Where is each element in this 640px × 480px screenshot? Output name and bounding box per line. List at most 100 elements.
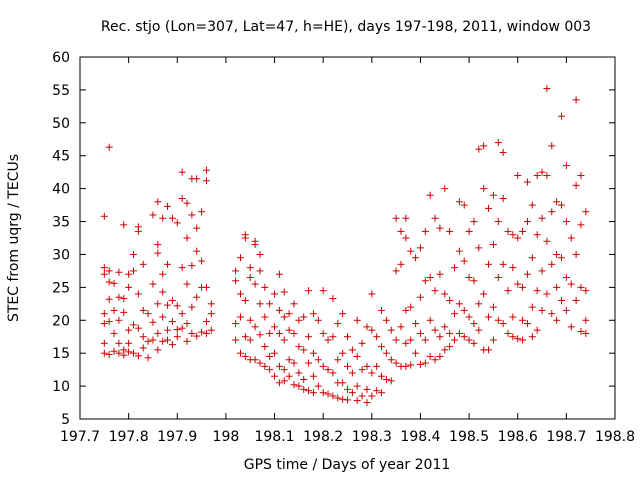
data-point — [543, 290, 551, 298]
data-point — [416, 293, 424, 301]
data-point — [164, 301, 172, 309]
data-point — [397, 227, 405, 235]
data-point — [280, 377, 288, 385]
data-point — [100, 310, 108, 318]
data-point — [436, 352, 444, 360]
data-point — [130, 250, 137, 258]
data-point — [358, 392, 366, 400]
data-point — [562, 306, 570, 314]
data-point — [528, 333, 536, 341]
data-point — [485, 313, 493, 321]
data-points — [100, 85, 590, 407]
data-point — [402, 339, 410, 347]
data-point — [139, 333, 147, 341]
data-point — [533, 287, 541, 295]
data-point — [246, 264, 254, 272]
y-axis-label: STEC from uqrg / TECUs — [6, 154, 22, 322]
data-point — [402, 362, 410, 370]
x-tick-label: 197.8 — [109, 429, 149, 445]
data-point — [446, 297, 454, 305]
data-point — [285, 356, 293, 364]
data-point — [261, 283, 269, 291]
data-point — [329, 392, 337, 400]
data-point — [558, 297, 565, 305]
data-point — [149, 211, 157, 219]
data-point — [436, 333, 444, 341]
data-point — [528, 201, 536, 209]
data-point — [533, 171, 541, 179]
data-point — [480, 142, 488, 150]
data-point — [426, 273, 434, 281]
data-point — [363, 362, 371, 370]
data-point — [168, 214, 176, 222]
data-point — [173, 302, 181, 310]
data-point — [120, 351, 128, 359]
data-point — [329, 295, 337, 303]
data-point — [125, 339, 133, 347]
data-point — [421, 336, 429, 344]
data-point — [577, 327, 585, 335]
data-point — [290, 300, 298, 308]
data-point — [280, 313, 288, 321]
data-point — [164, 326, 172, 334]
data-point — [154, 241, 162, 249]
data-point — [373, 387, 381, 395]
data-point — [314, 316, 322, 324]
data-point — [485, 260, 493, 268]
data-point — [412, 320, 420, 328]
data-point — [446, 343, 454, 351]
data-point — [465, 336, 473, 344]
data-point — [125, 348, 133, 356]
data-point — [378, 343, 386, 351]
data-point — [426, 316, 434, 324]
data-point — [363, 385, 371, 393]
data-point — [178, 195, 186, 203]
data-point — [548, 208, 556, 216]
data-point — [543, 237, 551, 245]
data-point — [100, 270, 108, 278]
data-point — [105, 350, 113, 358]
data-point — [441, 323, 449, 331]
data-point — [300, 346, 308, 354]
data-point — [188, 211, 196, 219]
data-point — [285, 310, 293, 318]
data-point — [412, 349, 420, 357]
data-point — [193, 247, 201, 255]
data-point — [421, 359, 429, 367]
data-point — [154, 300, 162, 308]
data-point — [582, 316, 590, 324]
data-point — [538, 267, 546, 275]
data-point — [407, 303, 415, 311]
data-point — [105, 143, 113, 151]
y-tick-label: 10 — [52, 379, 70, 395]
data-point — [460, 201, 468, 209]
data-point — [305, 287, 313, 295]
data-point — [173, 325, 181, 333]
data-point — [271, 323, 279, 331]
data-point — [455, 198, 463, 206]
y-tick-label: 50 — [52, 116, 70, 132]
data-point — [523, 320, 531, 328]
data-point — [470, 277, 478, 285]
data-point — [489, 191, 497, 199]
data-point — [207, 310, 215, 318]
y-tick-label: 60 — [52, 50, 70, 66]
data-point — [514, 280, 522, 288]
data-point — [115, 268, 123, 276]
chart-title: Rec. stjo (Lon=307, Lat=47, h=HE), days … — [101, 19, 591, 35]
data-point — [558, 254, 565, 262]
data-point — [154, 329, 162, 337]
data-point — [164, 260, 172, 268]
data-point — [110, 347, 118, 355]
data-point — [159, 270, 167, 278]
x-tick-label: 197.9 — [157, 429, 197, 445]
data-point — [363, 323, 371, 331]
data-point — [567, 280, 575, 288]
plot-frame — [79, 56, 616, 420]
data-point — [115, 339, 123, 347]
data-point — [202, 177, 210, 185]
data-point — [237, 254, 244, 262]
data-point — [183, 199, 191, 207]
data-point — [339, 349, 347, 357]
data-point — [139, 306, 147, 314]
